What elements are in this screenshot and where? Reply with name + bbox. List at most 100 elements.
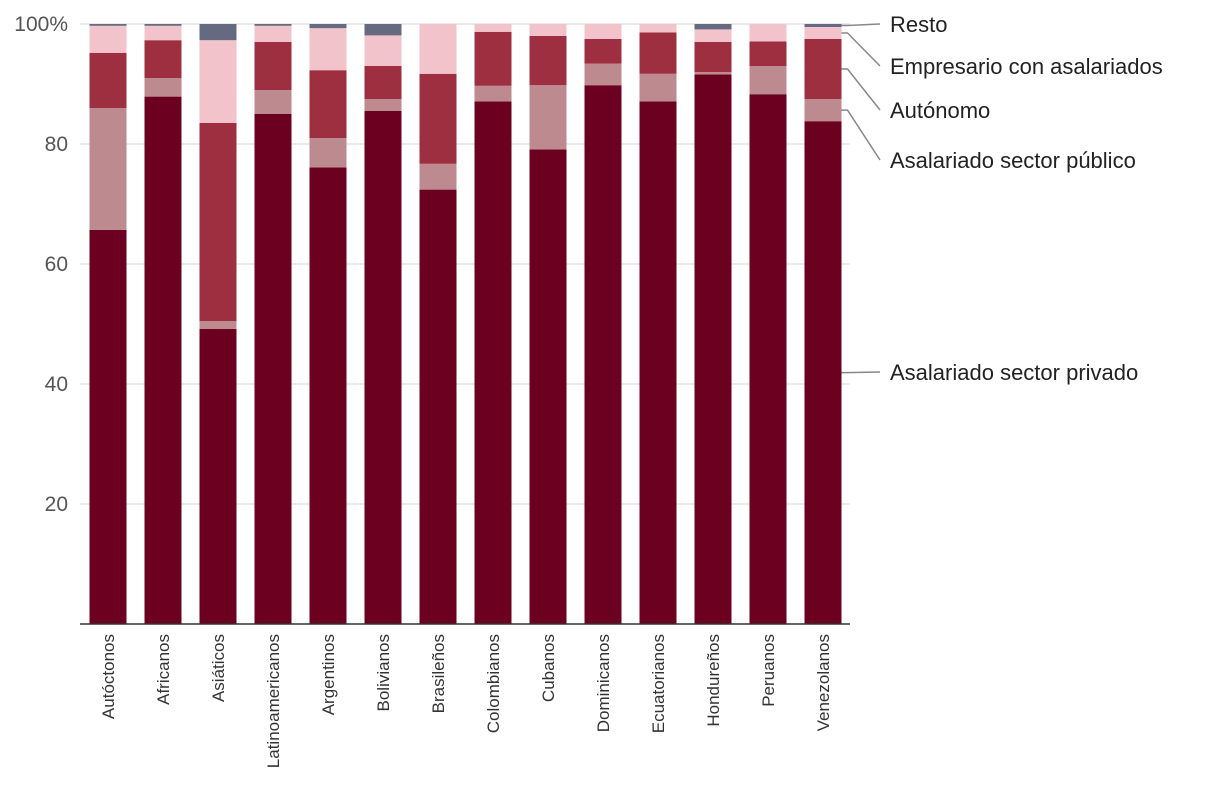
legend-leader-asalariado-sector-privado [841, 371, 881, 374]
bar-group-ecuatorianos [639, 24, 677, 624]
y-tick-label: 40 [45, 373, 68, 396]
legend-label-resto: Resto [890, 12, 947, 37]
bar-segment-asalariado-sector-privado-cubanos [529, 149, 567, 624]
bar-segment-asalariado-sector-privado-autoctonos [89, 229, 127, 625]
bars [89, 24, 842, 625]
bar-segment-autonomo-bolivianos [364, 66, 402, 99]
x-tick-label-ecuatorianos: Ecuatorianos [649, 634, 668, 733]
legend-leader-empresario-con-asalariados [841, 32, 881, 67]
gridlines [80, 23, 850, 505]
bar-segment-asalariado-sector-publico-asiaticos [199, 321, 237, 329]
legend-leader-asalariado-sector-publico [841, 109, 881, 161]
bar-segment-asalariado-sector-privado-dominicanos [584, 85, 622, 624]
bar-segment-empresario-con-asalariados-autoctonos [89, 25, 127, 53]
bar-segment-empresario-con-asalariados-latinoamericanos [254, 25, 292, 42]
bar-segment-asalariado-sector-privado-ecuatorianos [639, 101, 677, 624]
bar-segment-empresario-con-asalariados-brasilenos [419, 24, 457, 74]
bar-segment-asalariado-sector-privado-hondurenos [694, 74, 732, 624]
bar-segment-asalariado-sector-publico-peruanos [749, 66, 787, 95]
bar-group-dominicanos [584, 24, 622, 624]
bar-segment-asalariado-sector-privado-argentinos [309, 167, 347, 624]
bar-segment-asalariado-sector-publico-colombianos [474, 85, 512, 102]
bar-segment-resto-asiaticos [199, 24, 237, 41]
bar-group-africanos [144, 24, 182, 625]
bar-group-cubanos [529, 24, 567, 624]
bar-segment-asalariado-sector-privado-colombianos [474, 101, 512, 624]
category-labels: Autóctonos Africanos Asiáticos Latinoameric… [99, 634, 833, 768]
legend-label-asalariado-sector-privado: Asalariado sector privado [890, 360, 1138, 385]
legend-leader-resto [841, 23, 881, 27]
bar-group-asiaticos [199, 24, 237, 624]
bar-segment-resto-hondurenos [694, 24, 732, 30]
bar-segment-autonomo-autoctonos [89, 52, 127, 108]
bar-segment-asalariado-sector-publico-africanos [144, 78, 182, 97]
bar-segment-autonomo-africanos [144, 40, 182, 78]
legend-label-autonomo: Autónomo [890, 98, 990, 123]
bar-segment-asalariado-sector-publico-dominicanos [584, 63, 622, 86]
x-tick-label-bolivianos: Bolivianos [374, 634, 393, 712]
bar-segment-resto-argentinos [309, 24, 347, 29]
bar-segment-empresario-con-asalariados-peruanos [749, 24, 787, 42]
bar-segment-autonomo-colombianos [474, 31, 512, 86]
bar-group-peruanos [749, 24, 787, 624]
bar-segment-autonomo-peruanos [749, 41, 787, 66]
bar-segment-resto-latinoamericanos [254, 24, 292, 26]
bar-segment-autonomo-hondurenos [694, 42, 732, 72]
x-tick-label-asiaticos: Asiáticos [209, 634, 228, 702]
x-tick-label-colombianos: Colombianos [484, 634, 503, 733]
bar-segment-asalariado-sector-publico-venezolanos [804, 99, 842, 122]
legend-label-asalariado-sector-publico: Asalariado sector público [890, 148, 1136, 173]
bar-segment-empresario-con-asalariados-venezolanos [804, 27, 842, 39]
bar-segment-resto-autoctonos [89, 24, 127, 26]
bar-group-hondurenos [694, 24, 732, 624]
legend: Resto Empresario con asalariados Autónomo A… [841, 12, 1163, 385]
bar-segment-autonomo-venezolanos [804, 39, 842, 99]
y-tick-label: 80 [45, 133, 68, 156]
x-tick-label-brasilenos: Brasileños [429, 634, 448, 713]
bar-segment-autonomo-ecuatorianos [639, 32, 677, 74]
bar-segment-asalariado-sector-privado-venezolanos [804, 121, 842, 624]
bar-group-bolivianos [364, 24, 402, 624]
bar-segment-asalariado-sector-privado-latinoamericanos [254, 114, 292, 624]
bar-segment-autonomo-cubanos [529, 36, 567, 86]
bar-segment-asalariado-sector-publico-hondurenos [694, 72, 732, 75]
bar-segment-asalariado-sector-privado-peruanos [749, 94, 787, 624]
bar-segment-empresario-con-asalariados-asiaticos [199, 40, 237, 124]
bar-segment-resto-venezolanos [804, 24, 842, 27]
bar-segment-autonomo-argentinos [309, 70, 347, 138]
bar-segment-asalariado-sector-publico-ecuatorianos [639, 73, 677, 102]
bar-segment-asalariado-sector-privado-asiaticos [199, 328, 237, 624]
bar-segment-asalariado-sector-privado-africanos [144, 96, 182, 625]
bar-group-autoctonos [89, 24, 127, 625]
bar-segment-empresario-con-asalariados-hondurenos [694, 29, 732, 42]
x-tick-label-peruanos: Peruanos [759, 634, 778, 707]
bar-segment-resto-africanos [144, 24, 182, 26]
bar-segment-empresario-con-asalariados-cubanos [529, 24, 567, 36]
x-tick-label-cubanos: Cubanos [539, 634, 558, 702]
bar-segment-empresario-con-asalariados-argentinos [309, 28, 347, 71]
bar-segment-autonomo-brasilenos [419, 73, 457, 164]
bar-segment-autonomo-latinoamericanos [254, 42, 292, 90]
x-tick-label-africanos: Africanos [154, 634, 173, 705]
y-axis-ticks: 20 40 60 80 100% [14, 13, 68, 516]
bar-segment-asalariado-sector-publico-latinoamericanos [254, 90, 292, 114]
x-tick-label-dominicanos: Dominicanos [594, 634, 613, 732]
bar-segment-asalariado-sector-privado-brasilenos [419, 189, 457, 624]
bar-segment-empresario-con-asalariados-colombianos [474, 24, 512, 32]
x-tick-label-argentinos: Argentinos [319, 634, 338, 715]
legend-leader-autonomo [841, 68, 881, 111]
bar-segment-asalariado-sector-publico-brasilenos [419, 163, 457, 190]
x-tick-label-venezolanos: Venezolanos [814, 634, 833, 731]
bar-group-venezolanos [804, 24, 842, 624]
bar-group-latinoamericanos [254, 24, 292, 624]
bar-segment-asalariado-sector-publico-cubanos [529, 85, 567, 150]
y-tick-label: 20 [45, 493, 68, 516]
bar-segment-asalariado-sector-privado-bolivianos [364, 111, 402, 624]
bar-segment-autonomo-asiaticos [199, 123, 237, 321]
y-tick-label: 60 [45, 253, 68, 276]
bar-segment-empresario-con-asalariados-bolivianos [364, 35, 402, 66]
bar-segment-asalariado-sector-publico-bolivianos [364, 99, 402, 111]
bar-group-argentinos [309, 24, 347, 624]
bar-group-colombianos [474, 24, 512, 624]
